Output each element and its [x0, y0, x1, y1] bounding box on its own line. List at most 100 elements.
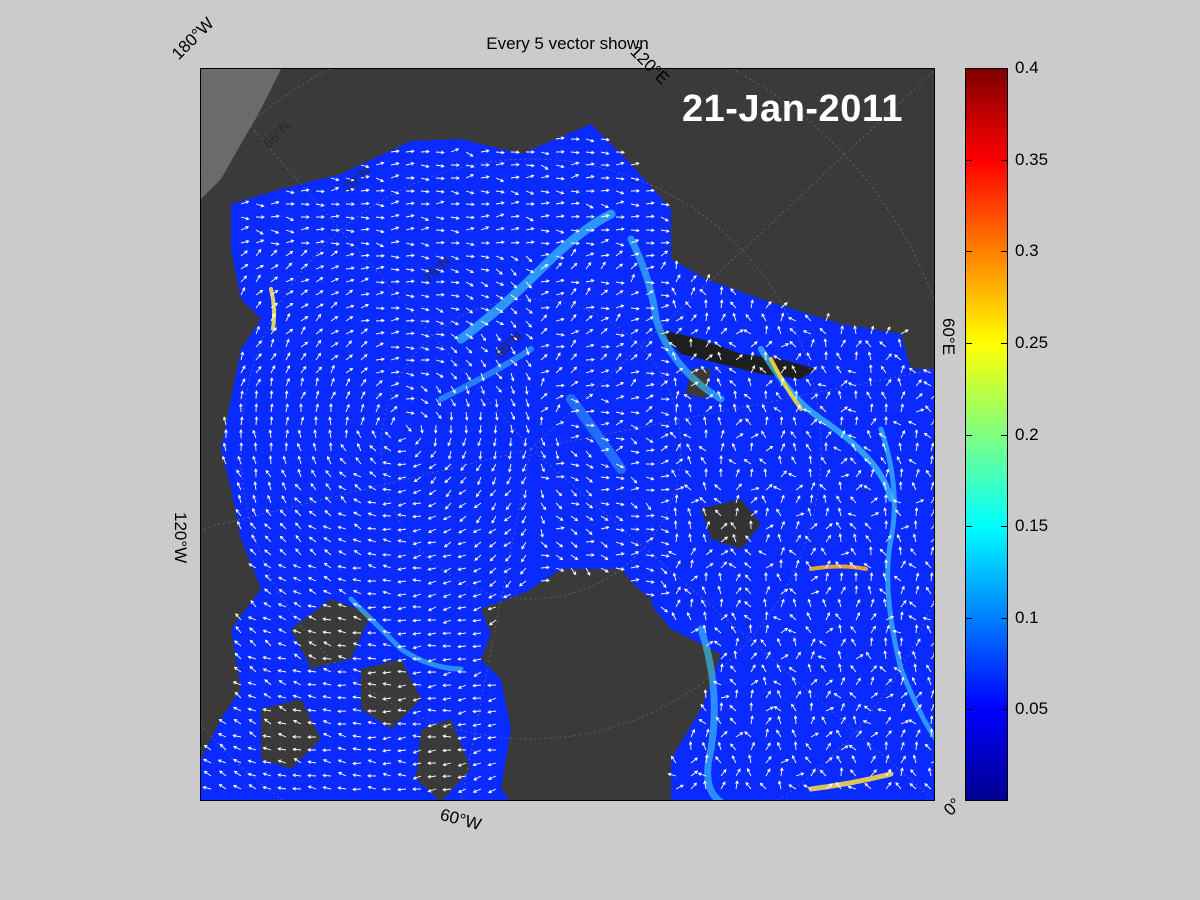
drift-vector: [297, 455, 302, 465]
drift-vector: [352, 668, 362, 673]
drift-vector: [495, 281, 505, 286]
drift-vector: [585, 409, 595, 414]
drift-vector: [397, 593, 407, 597]
drift-vector: [255, 264, 265, 270]
drift-vector: [405, 176, 415, 180]
drift-vector: [285, 429, 290, 439]
drift-vector: [912, 754, 917, 764]
drift-vector: [300, 215, 310, 219]
drift-vector: [719, 468, 723, 478]
drift-vector: [495, 150, 505, 155]
drift-vector: [412, 489, 422, 494]
drift-vector: [690, 782, 698, 790]
drift-vector: [427, 788, 437, 793]
drift-vector: [555, 164, 565, 169]
drift-vector: [759, 458, 767, 465]
drift-vector: [442, 774, 452, 779]
drift-vector: [427, 774, 437, 779]
drift-vector: [457, 644, 467, 649]
drift-vector: [345, 266, 355, 271]
drift-vector: [908, 615, 917, 621]
colorbar-tick-mark: [1001, 617, 1007, 619]
drift-vector: [267, 494, 272, 504]
drift-vector: [761, 495, 767, 504]
drift-vector: [292, 694, 302, 699]
drift-vector: [869, 403, 874, 413]
drift-vector: [630, 527, 640, 532]
drift-vector: [884, 416, 888, 426]
drift-vector: [615, 515, 624, 522]
drift-vector: [510, 162, 520, 167]
drift-vector: [412, 578, 422, 582]
drift-vector: [375, 254, 385, 258]
drift-vector: [660, 216, 669, 222]
colorbar-tick-mark: [1001, 526, 1007, 528]
drift-vector: [375, 318, 385, 323]
drift-vector: [323, 562, 332, 569]
drift-vector: [805, 560, 812, 569]
drift-vector: [930, 536, 934, 543]
drift-vector: [345, 242, 355, 247]
drift-vector: [772, 616, 782, 621]
drift-vector: [300, 303, 309, 309]
drift-vector: [330, 377, 335, 387]
drift-vector: [390, 330, 400, 335]
drift-vector: [673, 507, 678, 517]
drift-vector: [839, 416, 844, 426]
drift-vector: [540, 392, 548, 400]
drift-vector: [277, 694, 287, 699]
drift-vector: [457, 567, 467, 571]
drift-vector: [718, 403, 723, 413]
drift-vector: [735, 586, 742, 595]
drift-vector: [687, 455, 692, 465]
drift-vector: [825, 469, 831, 478]
drift-vector: [472, 593, 482, 598]
drift-vector: [405, 424, 412, 433]
drift-vector: [405, 372, 415, 377]
drift-vector: [390, 226, 400, 231]
drift-vector: [780, 365, 787, 374]
drift-vector: [717, 416, 722, 426]
drift-vector: [255, 289, 264, 296]
drift-vector: [667, 772, 677, 777]
drift-vector: [337, 786, 347, 790]
drift-vector: [810, 481, 816, 491]
drift-vector: [870, 665, 877, 673]
drift-vector: [838, 481, 842, 491]
drift-vector: [420, 226, 430, 231]
drift-vector: [285, 239, 295, 244]
drift-vector: [443, 567, 452, 573]
drift-vector: [883, 637, 888, 647]
drift-vector: [523, 489, 527, 499]
drift-vector: [508, 437, 513, 447]
drift-vector: [277, 759, 287, 764]
drift-vector: [477, 437, 482, 447]
drift-vector: [570, 201, 580, 206]
drift-vector: [247, 772, 257, 777]
drift-vector: [442, 606, 452, 611]
drift-vector: [307, 721, 317, 725]
drift-vector: [337, 512, 347, 517]
drift-vector: [914, 507, 919, 517]
drift-vector: [823, 338, 828, 348]
drift-vector: [570, 280, 580, 285]
drift-vector: [413, 476, 422, 483]
drift-vector: [251, 534, 257, 543]
drift-vector: [270, 249, 278, 257]
drift-vector: [760, 638, 767, 647]
drift-vector: [367, 709, 377, 713]
drift-vector: [749, 442, 754, 452]
drift-vector: [810, 575, 819, 582]
drift-vector: [427, 670, 437, 674]
drift-vector: [465, 268, 475, 274]
drift-vector: [345, 289, 354, 296]
drift-vector: [704, 572, 708, 582]
drift-vector: [450, 385, 456, 394]
drift-vector: [585, 315, 593, 322]
drift-vector: [821, 456, 827, 465]
drift-vector: [825, 534, 832, 543]
drift-vector: [315, 352, 322, 361]
drift-vector: [600, 239, 610, 244]
drift-vector: [522, 450, 527, 460]
ice-drift-map[interactable]: 66°N 70°N 75°N 80°N: [200, 68, 935, 801]
